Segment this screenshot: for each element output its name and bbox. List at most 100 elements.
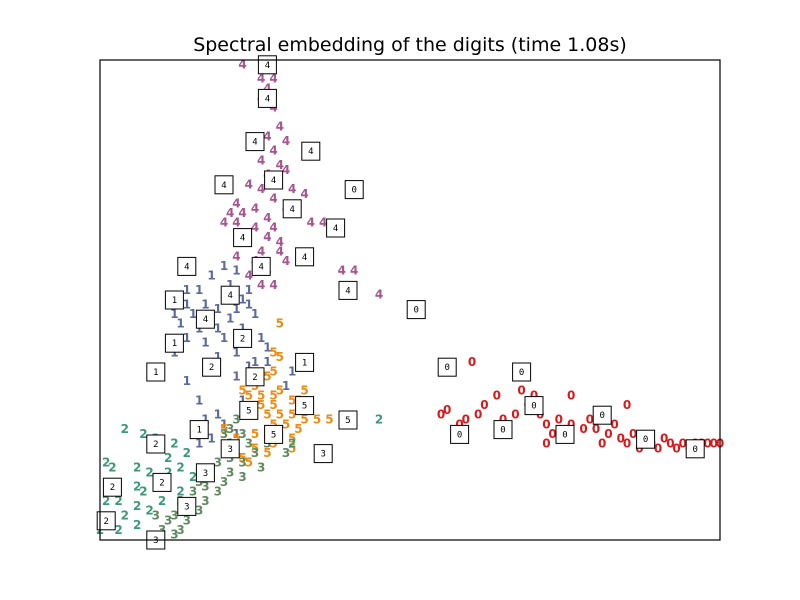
digit-point-2: 2 <box>158 494 166 508</box>
digit-thumbnail-4: 4 <box>177 256 197 276</box>
digit-point-3: 3 <box>245 437 253 451</box>
digit-point-4: 4 <box>245 269 253 283</box>
digit-thumbnail-0: 0 <box>524 396 544 416</box>
digit-thumbnail-5: 5 <box>338 410 358 430</box>
digit-thumbnail-1: 1 <box>295 352 315 372</box>
digit-point-4: 4 <box>269 144 277 158</box>
svg-text:2: 2 <box>240 334 245 344</box>
svg-text:4: 4 <box>258 262 263 272</box>
digit-thumbnail-5: 5 <box>239 400 259 420</box>
digit-point-2: 2 <box>133 499 141 513</box>
svg-text:0: 0 <box>531 402 536 412</box>
digit-point-5: 5 <box>220 422 228 436</box>
digit-point-2: 2 <box>114 494 122 508</box>
digit-point-4: 4 <box>232 216 240 230</box>
svg-text:2: 2 <box>159 478 164 488</box>
digit-point-5: 5 <box>251 441 259 455</box>
digit-thumbnail-2: 2 <box>146 434 166 454</box>
svg-text:3: 3 <box>320 450 325 460</box>
digit-point-3: 3 <box>220 427 228 441</box>
digit-point-2: 2 <box>139 427 147 441</box>
digit-point-5: 5 <box>294 422 302 436</box>
digit-point-0: 0 <box>480 398 488 412</box>
digit-point-5: 5 <box>276 350 284 364</box>
digit-point-1: 1 <box>238 393 246 407</box>
digit-point-4: 4 <box>220 216 228 230</box>
digit-point-0: 0 <box>567 417 575 431</box>
digit-point-4: 4 <box>288 182 296 196</box>
digit-thumbnail-1: 1 <box>164 333 184 353</box>
digit-point-1: 1 <box>251 355 259 369</box>
digit-point-2: 2 <box>375 413 383 427</box>
digit-point-4: 4 <box>276 158 284 172</box>
digit-point-1: 1 <box>232 302 240 316</box>
digit-point-5: 5 <box>245 456 253 470</box>
digit-point-0: 0 <box>511 408 519 422</box>
digit-thumbnail-0: 0 <box>636 429 656 449</box>
digit-thumbnail-3: 3 <box>220 439 240 459</box>
digit-point-3: 3 <box>214 456 222 470</box>
digit-point-2: 2 <box>133 461 141 475</box>
digit-point-1: 1 <box>214 321 222 335</box>
digit-point-4: 4 <box>263 81 271 95</box>
svg-text:0: 0 <box>351 186 356 196</box>
digit-point-1: 1 <box>238 293 246 307</box>
digit-thumbnail-2: 2 <box>233 328 253 348</box>
digit-thumbnail-1: 1 <box>189 420 209 440</box>
digit-point-4: 4 <box>257 153 265 167</box>
digit-point-1: 1 <box>220 259 228 273</box>
digit-point-1: 1 <box>183 331 191 345</box>
digit-thumbnail-4: 4 <box>220 285 240 305</box>
digit-thumbnail-4: 4 <box>214 175 234 195</box>
digit-point-1: 1 <box>195 393 203 407</box>
digit-point-3: 3 <box>232 413 240 427</box>
digit-point-3: 3 <box>214 485 222 499</box>
digit-point-4: 4 <box>269 192 277 206</box>
digit-point-4: 4 <box>251 201 259 215</box>
digit-point-5: 5 <box>257 389 265 403</box>
digit-point-2: 2 <box>133 518 141 532</box>
digit-point-5: 5 <box>269 417 277 431</box>
digit-point-1: 1 <box>257 331 265 345</box>
digit-point-4: 4 <box>238 57 246 71</box>
svg-text:2: 2 <box>209 363 214 373</box>
svg-text:1: 1 <box>172 339 177 349</box>
digit-point-1: 1 <box>201 413 209 427</box>
digit-point-5: 5 <box>269 389 277 403</box>
digit-thumbnail-4: 4 <box>233 228 253 248</box>
digit-point-2: 2 <box>288 437 296 451</box>
digit-point-0: 0 <box>617 432 625 446</box>
digit-point-1: 1 <box>263 341 271 355</box>
digit-thumbnail-2: 2 <box>152 472 172 492</box>
digit-point-0: 0 <box>542 437 550 451</box>
digit-point-1: 1 <box>282 379 290 393</box>
digit-point-3: 3 <box>226 422 234 436</box>
digit-point-4: 4 <box>257 72 265 86</box>
digit-thumbnail-4: 4 <box>251 256 271 276</box>
digit-point-5: 5 <box>263 408 271 422</box>
digit-point-1: 1 <box>201 336 209 350</box>
digit-thumbnail-4: 4 <box>326 218 346 238</box>
svg-text:4: 4 <box>265 94 270 104</box>
digit-point-1: 1 <box>214 408 222 422</box>
svg-text:5: 5 <box>246 406 251 416</box>
svg-text:3: 3 <box>153 536 158 546</box>
svg-text:4: 4 <box>289 205 294 215</box>
digit-point-1: 1 <box>232 345 240 359</box>
digit-point-0: 0 <box>567 389 575 403</box>
digit-point-2: 2 <box>114 523 122 537</box>
digit-point-4: 4 <box>282 254 290 268</box>
digit-thumbnail-0: 0 <box>512 362 532 382</box>
digit-point-0: 0 <box>443 403 451 417</box>
digit-point-0: 0 <box>530 389 538 403</box>
digit-point-4: 4 <box>257 278 265 292</box>
svg-text:0: 0 <box>599 411 604 421</box>
digit-point-1: 1 <box>232 427 240 441</box>
digit-point-4: 4 <box>319 216 327 230</box>
digit-point-2: 2 <box>189 470 197 484</box>
digit-point-0: 0 <box>610 417 618 431</box>
digit-point-0: 0 <box>462 413 470 427</box>
svg-text:4: 4 <box>240 234 245 244</box>
digit-point-4: 4 <box>282 134 290 148</box>
svg-text:0: 0 <box>457 430 462 440</box>
